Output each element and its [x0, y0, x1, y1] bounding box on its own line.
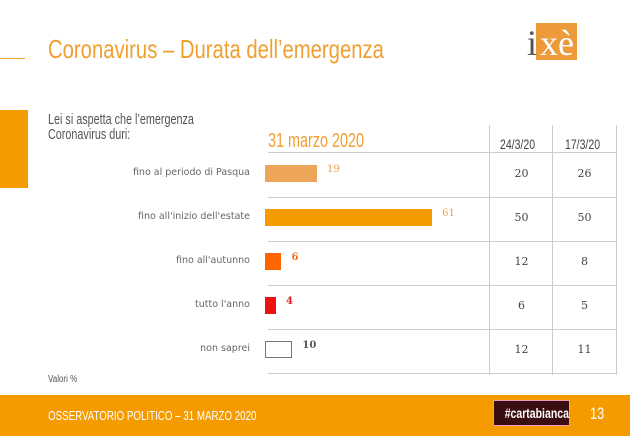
data-label: 6	[291, 252, 299, 263]
bar	[265, 341, 293, 358]
page-title: Coronavirus – Durata dell’emergenza	[48, 34, 384, 64]
accent-block	[0, 110, 28, 188]
logo	[536, 23, 577, 60]
data-label: 4	[285, 296, 293, 307]
cell-value: 8	[581, 255, 588, 268]
data-label: 10	[302, 340, 317, 351]
logo-i: i	[527, 23, 538, 63]
divider	[616, 125, 617, 375]
footer-text: OSSERVATORIO POLITICO – 31 MARZO 2020	[48, 408, 257, 423]
cell-value: 26	[577, 166, 592, 180]
bar	[265, 253, 282, 270]
cell-value: 50	[577, 211, 592, 224]
cell-value: 11	[577, 343, 592, 356]
category-label: fino all'inizio dell'estate	[138, 211, 250, 222]
row-divider	[268, 197, 616, 198]
column-header: 17/3/20	[565, 136, 601, 152]
bar	[265, 297, 276, 314]
question-line: Lei si aspetta che l’emergenza	[48, 111, 194, 128]
data-label: 19	[327, 163, 340, 175]
column-header: 24/3/20	[500, 136, 536, 152]
category-label: tutto l'anno	[195, 299, 250, 310]
hashtag-badge: #cartabianca	[493, 400, 570, 426]
row-divider	[268, 373, 616, 374]
category-label: fino all'autunno	[176, 255, 250, 266]
bar	[265, 164, 318, 182]
note: Valori %	[48, 374, 78, 385]
data-label: 61	[442, 208, 455, 219]
category-label: fino al periodo di Pasqua	[132, 166, 250, 178]
row-divider	[268, 241, 616, 242]
cell-value: 12	[514, 255, 529, 268]
row-divider	[268, 285, 616, 286]
title-rule	[0, 58, 25, 59]
cell-value: 12	[514, 343, 529, 356]
cell-value: 6	[518, 299, 525, 312]
cell-value: 5	[581, 299, 588, 312]
category-label: non saprei	[200, 343, 250, 354]
row-divider	[268, 152, 616, 153]
question-line: Coronavirus duri:	[48, 126, 131, 143]
logo-xe: xè	[540, 23, 574, 63]
bar	[265, 209, 433, 226]
divider	[552, 125, 553, 375]
chart-title: 31 marzo 2020	[268, 130, 365, 152]
question-text: Lei si aspetta che l’emergenza Coronavir…	[48, 112, 194, 142]
cell-value: 50	[514, 211, 529, 224]
row-divider	[268, 329, 616, 330]
cell-value: 20	[514, 166, 529, 180]
divider	[489, 125, 490, 375]
page-number: 13	[590, 404, 605, 423]
hashtag: #cartabianca	[504, 405, 569, 421]
